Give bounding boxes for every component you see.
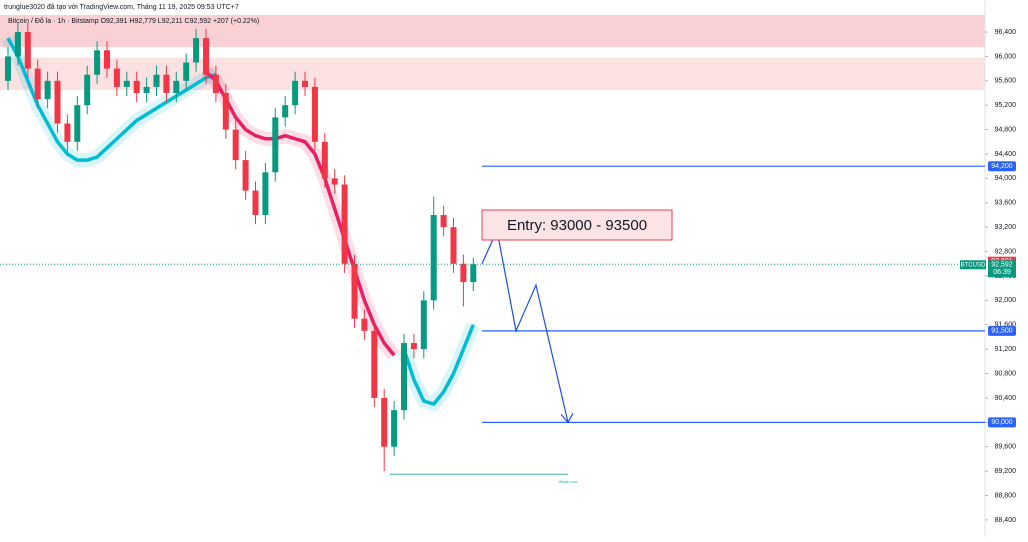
candle-body xyxy=(302,80,308,87)
y-tick-label: 96,400 xyxy=(995,29,1017,36)
y-tick-label: 91,200 xyxy=(995,346,1017,353)
y-tick-label: 94,000 xyxy=(995,175,1017,182)
band-line xyxy=(6,37,475,407)
candle-body xyxy=(252,190,259,215)
candle-body xyxy=(381,397,388,447)
y-tick-label: 90,400 xyxy=(995,395,1017,402)
entry-label: Entry: 93000 - 93500 xyxy=(507,217,647,234)
candle-body xyxy=(74,105,81,142)
candle-body xyxy=(361,318,368,331)
candle-body xyxy=(84,74,91,106)
symbol-label: BTCUSD xyxy=(961,262,986,268)
candle-body xyxy=(54,80,61,124)
y-tick-label: 95,600 xyxy=(995,78,1017,85)
candle-body xyxy=(430,214,437,301)
candle-body xyxy=(183,62,190,81)
candle-body xyxy=(401,343,407,411)
candle-body xyxy=(133,80,140,94)
candle-body xyxy=(14,32,21,57)
credit: trunglue3020 đã tạo với TradingView.com,… xyxy=(4,4,239,11)
candle-body xyxy=(410,343,417,350)
candle-body xyxy=(282,105,289,118)
y-tick-label: 92,800 xyxy=(995,248,1017,255)
y-tick-label: 89,600 xyxy=(995,444,1017,451)
candle-body xyxy=(5,56,11,81)
candle-body xyxy=(153,74,160,87)
candle-body xyxy=(222,93,229,130)
candle-body xyxy=(94,50,101,75)
candle-body xyxy=(203,38,209,75)
symbol-tag xyxy=(960,260,986,270)
level-label: 94,200 xyxy=(991,163,1013,170)
candle-body xyxy=(163,74,170,94)
candle-body xyxy=(143,86,150,94)
candle-body xyxy=(450,227,457,264)
y-tick-label: 88,400 xyxy=(995,517,1017,524)
y-tick-label: 92,000 xyxy=(995,297,1017,304)
candle-body xyxy=(292,80,299,106)
last-price-label: 92,592 xyxy=(991,262,1013,269)
y-tick-label: 88,800 xyxy=(995,492,1017,499)
weak-low-label: Weak Low xyxy=(559,479,578,484)
y-tick-label: 96,000 xyxy=(995,53,1017,60)
supply-zone xyxy=(0,57,985,90)
candle-body xyxy=(104,50,110,69)
candle-body xyxy=(193,38,200,63)
symbol-line: Bitcoin / Đô la · 1h · Bitstamp O92,391 … xyxy=(8,18,259,25)
candle-body xyxy=(232,129,239,161)
y-tick-label: 89,200 xyxy=(995,468,1017,475)
candle-body xyxy=(272,117,279,173)
y-tick-label: 94,400 xyxy=(995,151,1017,158)
candle-body xyxy=(371,330,378,398)
level-tag xyxy=(988,161,1016,172)
entry-box xyxy=(481,209,673,241)
y-tick-label: 94,800 xyxy=(995,126,1017,133)
candle-body xyxy=(331,178,338,185)
level-tag xyxy=(988,417,1016,428)
candle-body xyxy=(351,263,358,319)
candle-body xyxy=(262,172,269,215)
band-line xyxy=(204,70,396,357)
level-label: 90,000 xyxy=(991,419,1013,426)
countdown-label: 06:39 xyxy=(993,269,1011,276)
candle-body xyxy=(311,86,318,142)
level-label: 91,500 xyxy=(991,328,1013,335)
candle-body xyxy=(420,300,427,350)
candle-body xyxy=(391,410,398,447)
candle-body xyxy=(34,68,41,100)
candle-body xyxy=(470,264,477,283)
candle-body xyxy=(440,214,447,228)
y-tick-label: 93,600 xyxy=(995,200,1017,207)
candle-body xyxy=(24,32,31,69)
candle-body xyxy=(321,141,328,179)
level-tag xyxy=(988,325,1016,336)
candle-body xyxy=(113,68,120,87)
y-tick-label: 91,600 xyxy=(995,322,1017,329)
candle-body xyxy=(64,123,71,142)
plot: 88,400 88,800 89,200 89,600 90,000 90,400 90,8… xyxy=(0,0,1016,537)
candle-body xyxy=(341,184,348,264)
supply-zone xyxy=(0,14,985,48)
projection-arrowhead xyxy=(560,413,574,424)
y-tick-label: 90,800 xyxy=(995,370,1017,377)
projection-path xyxy=(481,228,569,423)
candle-body xyxy=(242,160,249,191)
candle-body xyxy=(173,80,180,94)
candle-body xyxy=(212,74,219,94)
y-tick-label: 93,200 xyxy=(995,224,1017,231)
candle-body xyxy=(123,80,130,87)
last-price-tag xyxy=(988,260,1016,278)
y-tick-label: 95,200 xyxy=(995,102,1017,109)
candle-body xyxy=(44,80,51,100)
candle-body xyxy=(460,263,467,283)
